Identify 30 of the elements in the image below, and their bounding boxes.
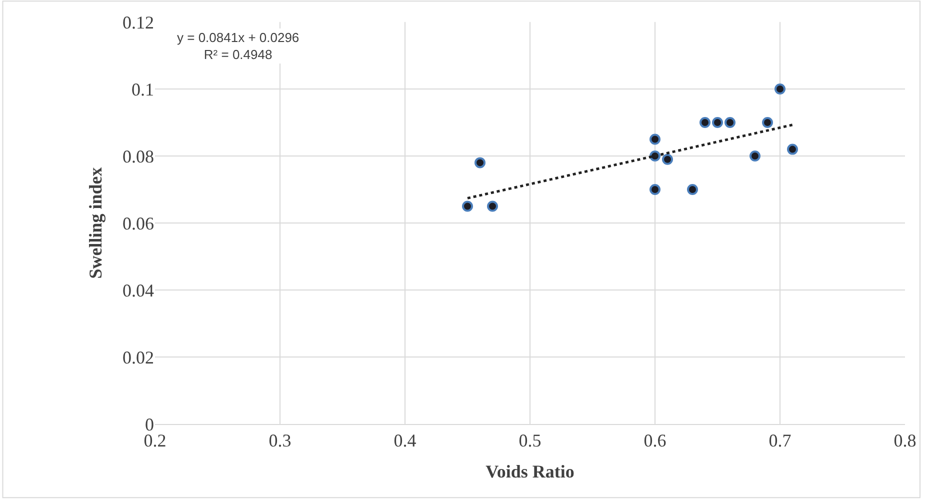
x-axis-title: Voids Ratio [486,462,574,482]
x-tick-label: 0.6 [644,430,666,451]
point [700,117,710,128]
point [474,157,486,168]
x-tick-label: 0.7 [768,430,792,451]
point [724,117,736,128]
point [462,200,473,212]
y-tick-label: 0.06 [122,213,154,234]
point [487,200,498,212]
x-tick-label: 0.8 [894,430,916,451]
x-tick-label: 0.5 [518,430,542,451]
point [750,150,760,162]
y-tick-label: 0.08 [122,146,154,166]
point [712,117,723,128]
point [787,144,798,155]
y-axis-title: Swelling index [86,167,106,279]
annotation: y = 0.0841x + 0.0296 [177,30,300,45]
annotation: R² = 0.4948 [204,46,272,62]
point [762,117,773,128]
y-tick-label: 0.02 [122,347,154,368]
point [687,184,698,195]
point [650,184,660,195]
x-tick-label: 0.4 [394,430,416,451]
point [774,84,786,94]
y-tick-label: 0.04 [122,280,154,300]
x-tick-label: 0.3 [268,430,292,451]
y-tick-label: 0.12 [122,12,154,32]
y-tick-label: 0.1 [132,79,154,100]
point [650,134,660,145]
point [662,154,673,165]
